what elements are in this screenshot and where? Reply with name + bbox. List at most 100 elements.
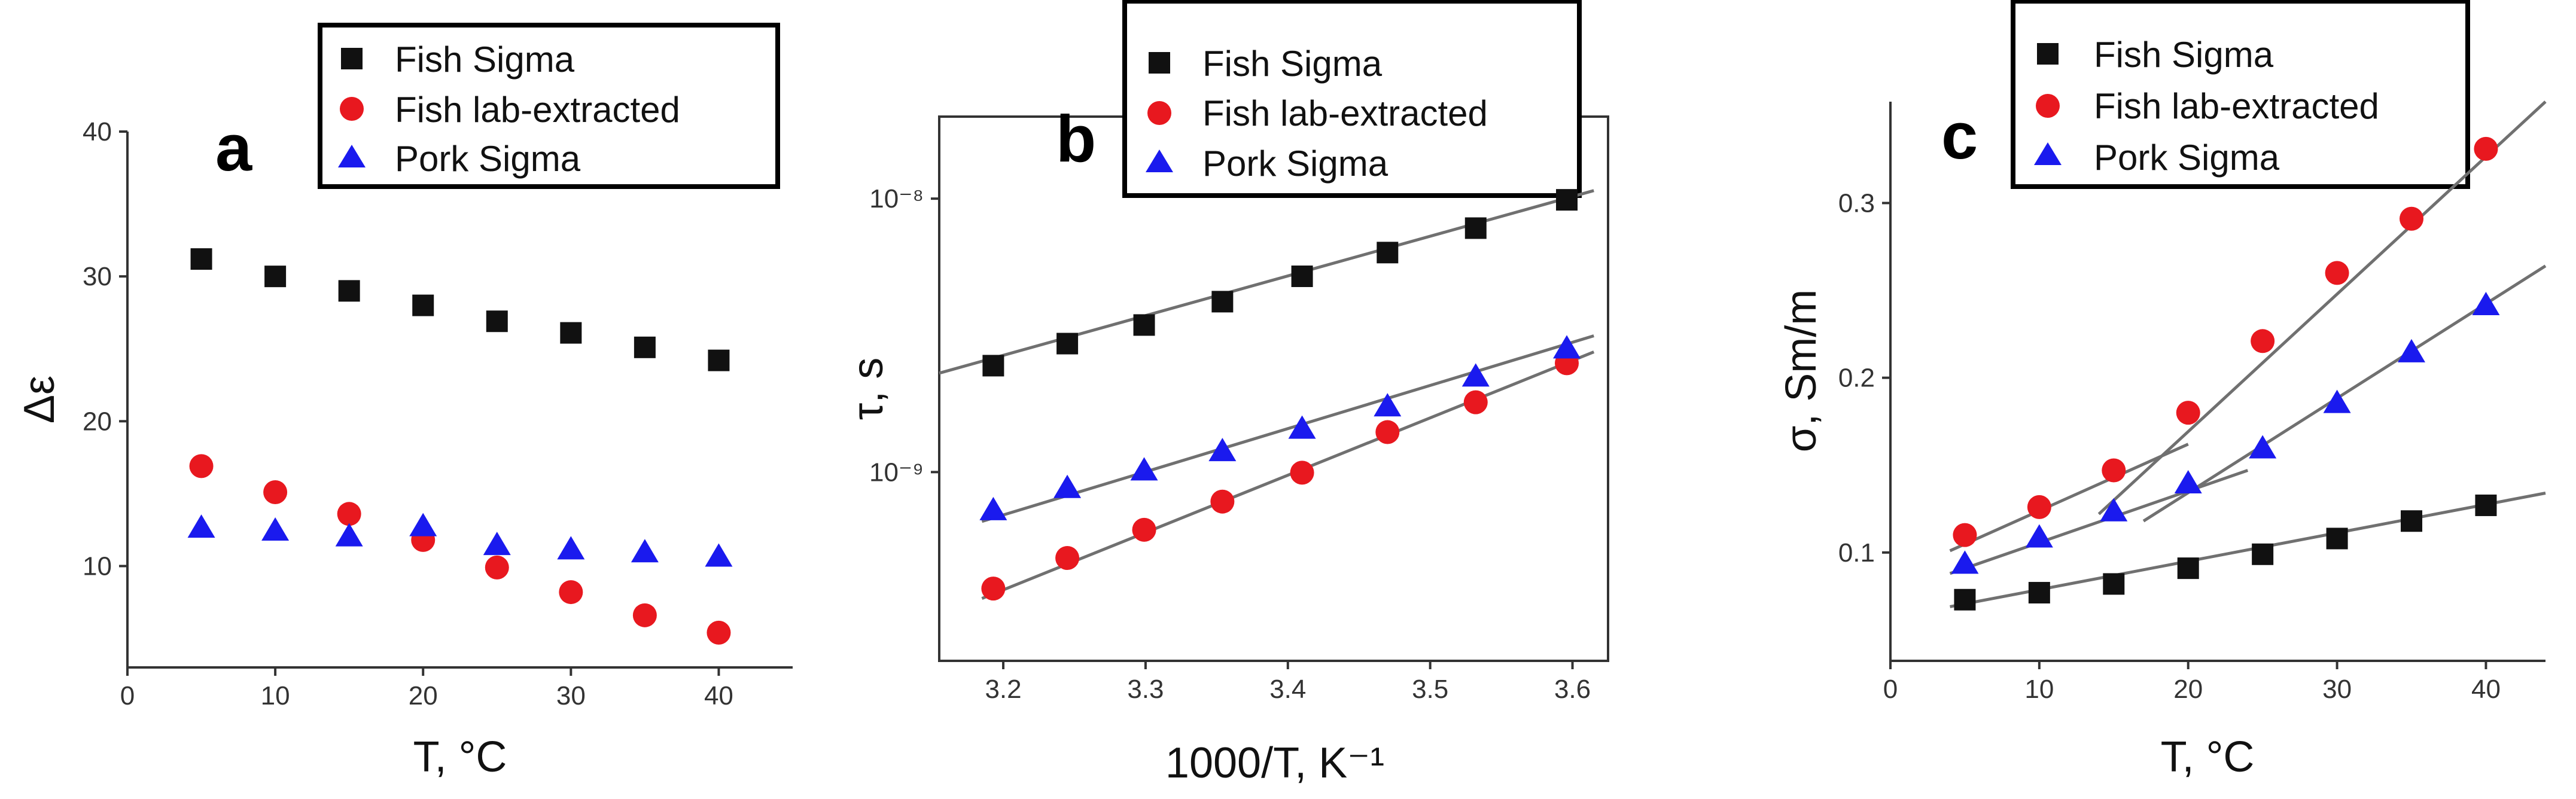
panel-b-legend-fish-sigma: Fish Sigma bbox=[1202, 44, 1383, 84]
panel-c-point-fish-sigma bbox=[1954, 588, 1976, 611]
panel-a-point-pork-sigma bbox=[557, 536, 585, 560]
panel-b-point-pork-sigma bbox=[979, 496, 1007, 520]
panel-a-point-pork-sigma bbox=[705, 543, 733, 567]
panel-c-legend: Fish Sigma Fish lab-extracted Pork Sigma bbox=[2011, 0, 2470, 189]
panel-a-point-fish-lab-extracted bbox=[632, 603, 657, 627]
panel-b-fit-line-pork-sigma bbox=[981, 334, 1594, 523]
panel-c-point-fish-sigma bbox=[2252, 543, 2274, 565]
panel-b-legend-pork-sigma: Pork Sigma bbox=[1202, 144, 1389, 184]
panel-c-point-fish-sigma bbox=[2103, 573, 2125, 595]
panel-b-point-fish-sigma bbox=[1291, 265, 1313, 287]
panel-a-legend-pork-sigma: Pork Sigma bbox=[395, 139, 581, 179]
panel-c-fit-line-fish-lab-extracted bbox=[2097, 100, 2547, 516]
panel-c-point-fish-lab-extracted bbox=[2325, 261, 2349, 285]
panel-b-x-tick-label: 3.6 bbox=[1554, 675, 1591, 704]
panel-c-point-fish-lab-extracted bbox=[2474, 136, 2498, 161]
panel-a-point-fish-lab-extracted bbox=[337, 502, 361, 526]
panel-c-legend-fish-sigma: Fish Sigma bbox=[2094, 35, 2274, 75]
panel-b-point-fish-sigma bbox=[1464, 217, 1487, 239]
panel-b-y-tick-label: 10⁻⁸ bbox=[869, 184, 924, 214]
panel-a-point-fish-sigma bbox=[338, 280, 360, 302]
panel-a-legend-fish-sigma: Fish Sigma bbox=[395, 39, 575, 80]
panel-c-legend-pork-sigma: Pork Sigma bbox=[2094, 138, 2280, 178]
panel-c-point-pork-sigma bbox=[2174, 469, 2202, 493]
panel-b-point-fish-lab-extracted bbox=[1055, 546, 1080, 571]
panel-b-point-pork-sigma bbox=[1553, 335, 1581, 359]
panel-c-legend-fish-lab: Fish lab-extracted bbox=[2094, 86, 2379, 126]
panel-c-point-fish-lab-extracted bbox=[1953, 523, 1977, 547]
panel-b-point-fish-lab-extracted bbox=[1210, 489, 1235, 514]
panel-c-marks bbox=[1951, 136, 2500, 611]
panel-b-point-fish-lab-extracted bbox=[1132, 517, 1156, 542]
panel-b-y-label: τ, s bbox=[844, 358, 892, 420]
panel-a-y-tick-label: 30 bbox=[83, 262, 112, 291]
panel-b-legend: Fish Sigma Fish lab-extracted Pork Sigma bbox=[1122, 0, 1582, 198]
panel-c-y-tick-label: 0.1 bbox=[1838, 538, 1875, 568]
panel-b-x-label: 1000/T, K⁻¹ bbox=[1165, 739, 1384, 787]
panel-a-point-fish-sigma bbox=[486, 310, 508, 333]
panel-a-legend-square-icon bbox=[341, 48, 363, 69]
panel-c-point-pork-sigma bbox=[1951, 550, 1979, 574]
panel-b-marks bbox=[979, 189, 1581, 601]
panel-b-point-pork-sigma bbox=[1461, 363, 1490, 387]
panel-a-point-pork-sigma bbox=[409, 513, 437, 536]
panel-b-point-fish-sigma bbox=[1211, 291, 1234, 313]
panel-a-y-tick-label: 10 bbox=[83, 551, 112, 581]
panel-a-legend: Fish Sigma Fish lab-extracted Pork Sigma bbox=[318, 23, 780, 189]
panel-b-legend-triangle-icon bbox=[1146, 150, 1173, 172]
panel-c-fit-line-fish-lab-extracted bbox=[1949, 443, 2189, 553]
panel-b-point-pork-sigma bbox=[1130, 457, 1158, 481]
panel-a-legend-circle-icon bbox=[340, 97, 364, 121]
panel-a-x-tick-label: 20 bbox=[409, 681, 438, 710]
panel-a-point-pork-sigma bbox=[187, 514, 215, 538]
panel-b-point-pork-sigma bbox=[1053, 474, 1082, 498]
panel-c-point-fish-sigma bbox=[2028, 582, 2050, 604]
panel-c-point-pork-sigma bbox=[2323, 389, 2351, 413]
panel-a-legend-triangle-icon bbox=[338, 145, 366, 167]
panel-c-point-fish-lab-extracted bbox=[2027, 495, 2051, 519]
panel-b-fit-line-fish-sigma bbox=[939, 189, 1594, 375]
panel-c-point-pork-sigma bbox=[2472, 291, 2500, 315]
panel-c-point-pork-sigma bbox=[2025, 524, 2053, 548]
panel-b-x-tick-label: 3.2 bbox=[985, 675, 1021, 704]
panel-a: a T, °C Δε Fish Sigma Fish lab-extracted… bbox=[16, 23, 793, 781]
panel-b-point-fish-sigma bbox=[982, 355, 1004, 377]
panel-a-x-label: T, °C bbox=[413, 733, 507, 781]
panel-b-point-fish-sigma bbox=[1133, 314, 1155, 336]
panel-a-letter: a bbox=[215, 111, 252, 185]
panel-a-y-label: Δε bbox=[16, 376, 63, 423]
panel-b-x-tick-label: 3.3 bbox=[1127, 675, 1164, 704]
panel-c-legend-square-icon bbox=[2037, 43, 2059, 65]
panel-b-point-pork-sigma bbox=[1288, 415, 1316, 439]
panel-a-point-fish-sigma bbox=[560, 322, 582, 344]
panel-c-legend-circle-icon bbox=[2036, 94, 2060, 118]
panel-a-y-tick-label: 40 bbox=[83, 117, 112, 147]
panel-c-point-fish-lab-extracted bbox=[2400, 206, 2424, 231]
panel-c-legend-triangle-icon bbox=[2034, 142, 2062, 165]
panel-b-frame bbox=[938, 115, 1609, 662]
panel-a-point-fish-lab-extracted bbox=[559, 580, 583, 605]
panel-b-point-pork-sigma bbox=[1208, 438, 1237, 462]
panel-b: b 1000/T, K⁻¹ τ, s Fish Sigma Fish lab-e… bbox=[844, 0, 1609, 787]
panel-c-x-tick-label: 40 bbox=[2471, 675, 2501, 704]
panel-c-ticks: 0 10 20 30 40 0.1 0.2 0.3 bbox=[1838, 188, 2501, 704]
panel-a-point-fish-sigma bbox=[190, 248, 212, 270]
panel-a-x-tick-label: 0 bbox=[120, 681, 135, 710]
panel-b-point-fish-lab-extracted bbox=[1463, 390, 1488, 414]
panel-b-letter: b bbox=[1056, 102, 1096, 176]
panel-c-x-tick-label: 20 bbox=[2173, 675, 2203, 704]
panel-b-point-fish-lab-extracted bbox=[1290, 461, 1314, 485]
panel-a-marks bbox=[187, 248, 733, 645]
panel-b-fit-line-fish-lab-extracted bbox=[981, 350, 1595, 600]
panel-a-point-pork-sigma bbox=[631, 539, 659, 563]
panel-c-point-fish-sigma bbox=[2401, 510, 2423, 532]
panel-c-y-tick-label: 0.3 bbox=[1838, 188, 1875, 218]
panel-b-point-fish-lab-extracted bbox=[1375, 420, 1400, 444]
panel-b-point-fish-sigma bbox=[1556, 189, 1578, 211]
panel-c: c T, °C σ, Sm/m Fish Sigma Fish lab-extr… bbox=[1777, 0, 2547, 781]
panel-a-point-fish-sigma bbox=[264, 266, 287, 288]
panel-c-y-label: σ, Sm/m bbox=[1777, 289, 1825, 452]
panel-b-fits bbox=[939, 189, 1595, 600]
panel-a-x-tick-label: 10 bbox=[261, 681, 290, 710]
panel-a-point-fish-sigma bbox=[708, 349, 730, 371]
